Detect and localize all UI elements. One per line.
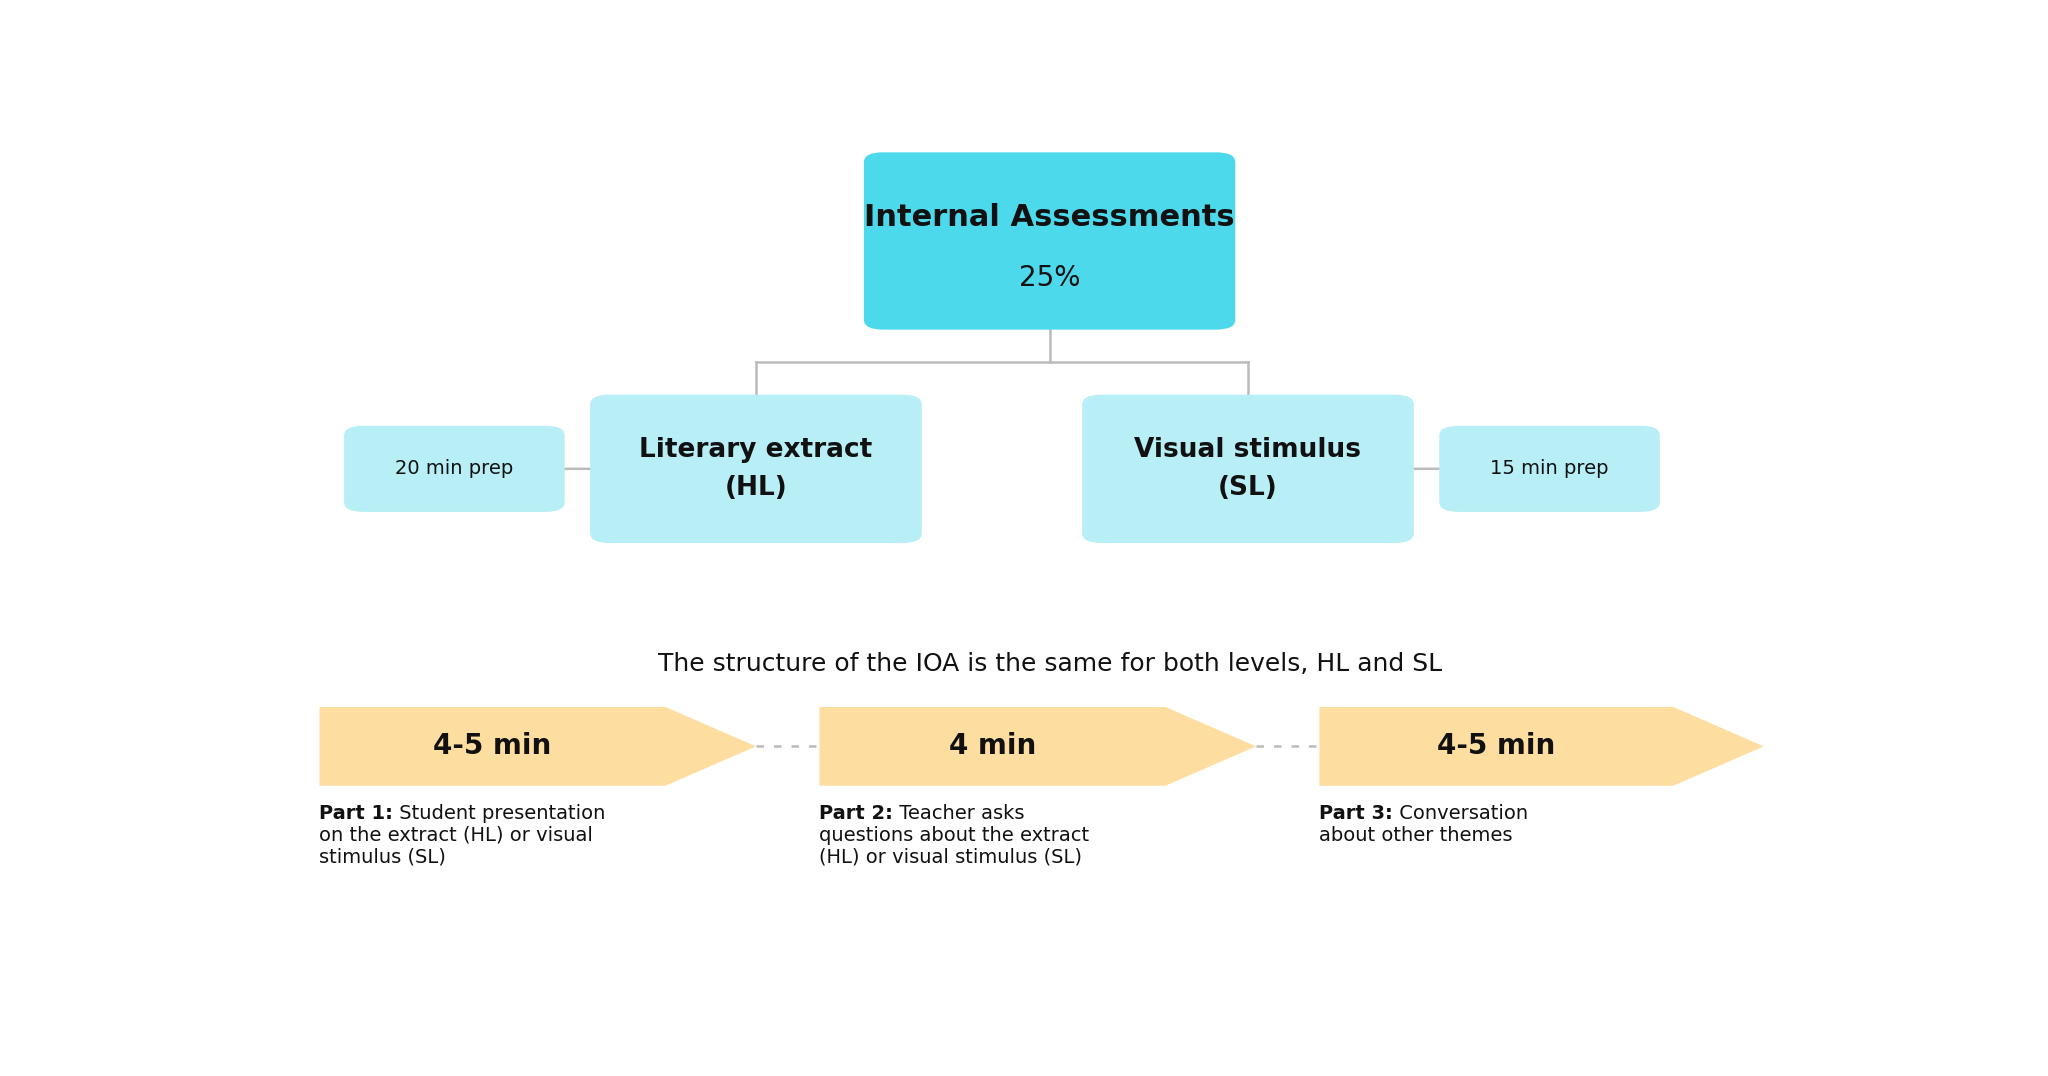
Text: Internal Assessments: Internal Assessments [864, 203, 1235, 232]
FancyBboxPatch shape [1440, 426, 1659, 512]
Text: Conversation: Conversation [1393, 805, 1528, 823]
FancyBboxPatch shape [344, 426, 565, 512]
Text: Literary extract
(HL): Literary extract (HL) [639, 437, 872, 500]
Text: 15 min prep: 15 min prep [1491, 459, 1610, 479]
Text: stimulus (SL): stimulus (SL) [319, 848, 446, 866]
Text: 4-5 min: 4-5 min [434, 733, 551, 761]
Text: 4-5 min: 4-5 min [1438, 733, 1556, 761]
Text: on the extract (HL) or visual: on the extract (HL) or visual [319, 826, 594, 845]
FancyBboxPatch shape [864, 153, 1235, 329]
Polygon shape [319, 707, 756, 785]
Text: Visual stimulus
(SL): Visual stimulus (SL) [1135, 437, 1362, 500]
Text: The structure of the IOA is the same for both levels, HL and SL: The structure of the IOA is the same for… [657, 651, 1442, 676]
Text: Part 1:: Part 1: [319, 805, 393, 823]
Text: Part 3:: Part 3: [1319, 805, 1393, 823]
Text: (HL) or visual stimulus (SL): (HL) or visual stimulus (SL) [819, 848, 1083, 866]
Polygon shape [1319, 707, 1763, 785]
Text: Part 2:: Part 2: [819, 805, 893, 823]
Polygon shape [819, 707, 1255, 785]
FancyBboxPatch shape [590, 395, 922, 543]
Text: Teacher asks: Teacher asks [893, 805, 1024, 823]
Text: about other themes: about other themes [1319, 826, 1513, 845]
Text: 20 min prep: 20 min prep [395, 459, 514, 479]
Text: 25%: 25% [1018, 264, 1081, 292]
Text: Student presentation: Student presentation [393, 805, 606, 823]
Text: questions about the extract: questions about the extract [819, 826, 1090, 845]
Text: 4 min: 4 min [948, 733, 1036, 761]
FancyBboxPatch shape [1081, 395, 1413, 543]
